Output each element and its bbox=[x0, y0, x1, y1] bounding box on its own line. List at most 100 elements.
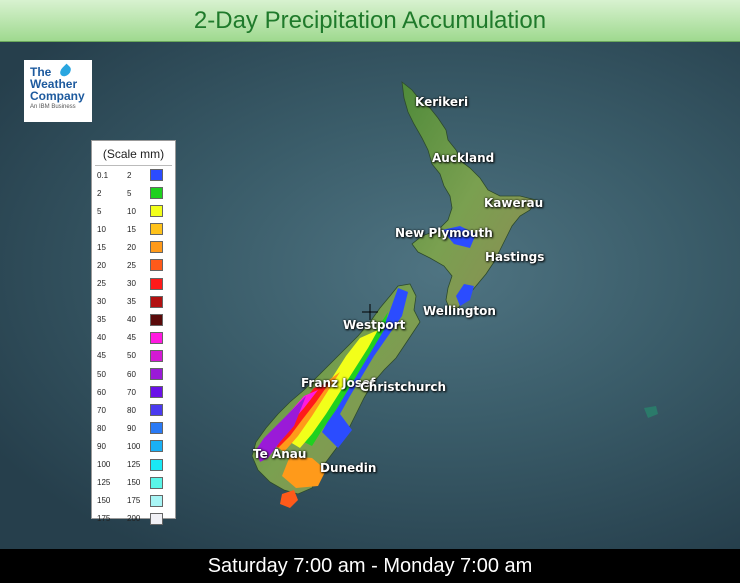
legend-range-from: 125 bbox=[97, 478, 111, 488]
legend-range-to: 90 bbox=[127, 423, 136, 433]
city-label-auckland: Auckland bbox=[432, 151, 495, 165]
city-label-franz-josef: Franz Josef bbox=[301, 376, 376, 390]
legend-row: 40 45 bbox=[95, 329, 172, 347]
legend-row: 100 125 bbox=[95, 456, 172, 474]
legend-range-from: 60 bbox=[97, 387, 106, 397]
legend-range-from: 15 bbox=[97, 242, 106, 252]
legend-row: 20 25 bbox=[95, 256, 172, 274]
legend-row: 150 175 bbox=[95, 492, 172, 510]
chatham-islands bbox=[644, 406, 658, 418]
crosshair-icon bbox=[362, 304, 378, 320]
legend-range-from: 30 bbox=[97, 297, 106, 307]
legend-color-swatch bbox=[150, 169, 163, 181]
legend-color-swatch bbox=[150, 349, 163, 362]
legend-range-from: 150 bbox=[97, 496, 111, 506]
legend-row: 10 15 bbox=[95, 220, 172, 238]
legend-color-swatch bbox=[150, 259, 163, 272]
legend-row: 25 30 bbox=[95, 275, 172, 293]
legend-range-from: 80 bbox=[97, 423, 106, 433]
precip-yellow bbox=[290, 330, 378, 448]
legend-range-from: 70 bbox=[97, 405, 106, 415]
legend-range-from: 0.1 bbox=[97, 170, 109, 180]
stewart-island bbox=[280, 490, 298, 508]
precip-new-plymouth bbox=[442, 226, 476, 248]
city-label-hastings: Hastings bbox=[485, 250, 545, 264]
legend-range-from: 25 bbox=[97, 279, 106, 289]
legend-range-from: 50 bbox=[97, 369, 106, 379]
legend-color-swatch bbox=[150, 295, 163, 308]
legend-color-swatch bbox=[150, 458, 163, 471]
legend-range-to: 20 bbox=[127, 242, 136, 252]
legend-range-to: 45 bbox=[127, 333, 136, 343]
legend-color-swatch bbox=[150, 476, 163, 489]
legend-range-from: 45 bbox=[97, 351, 106, 361]
legend-range-to: 125 bbox=[127, 460, 141, 470]
precip-wellington bbox=[456, 284, 474, 306]
legend-row: 80 90 bbox=[95, 419, 172, 437]
legend-range-from: 40 bbox=[97, 333, 106, 343]
legend-title: (Scale mm) bbox=[102, 147, 165, 161]
legend-range-to: 5 bbox=[127, 188, 132, 198]
legend-color-swatch bbox=[150, 422, 163, 435]
legend-color-swatch bbox=[150, 187, 163, 200]
legend-range-to: 15 bbox=[127, 224, 136, 234]
legend-row: 50 60 bbox=[95, 365, 172, 383]
legend-color-swatch bbox=[150, 313, 163, 326]
legend-range-to: 50 bbox=[127, 351, 136, 361]
legend-row: 30 35 bbox=[95, 293, 172, 311]
legend-rows: 0.1 2 2 5 5 10 10 15 15 20 20 25 25 30 30 35 35 40 40 45 45 5… bbox=[95, 165, 172, 528]
legend-row: 15 20 bbox=[95, 238, 172, 256]
legend-range-to: 150 bbox=[127, 478, 141, 488]
legend-row: 5 10 bbox=[95, 202, 172, 220]
legend-range-to: 30 bbox=[127, 279, 136, 289]
legend-range-to: 80 bbox=[127, 405, 136, 415]
weather-company-logo: The Weather Company An IBM Business bbox=[24, 60, 92, 122]
legend-color-swatch bbox=[150, 386, 163, 399]
city-label-new-plymouth: New Plymouth bbox=[395, 226, 493, 240]
legend-range-from: 2 bbox=[97, 188, 102, 198]
legend-range-from: 5 bbox=[97, 206, 102, 216]
legend-range-from: 10 bbox=[97, 224, 106, 234]
city-label-dunedin: Dunedin bbox=[320, 461, 377, 475]
legend-color-swatch bbox=[150, 494, 163, 507]
precip-blue bbox=[322, 288, 408, 448]
legend-range-to: 2 bbox=[127, 170, 132, 180]
legend-range-to: 200 bbox=[127, 514, 141, 524]
legend-color-swatch bbox=[150, 241, 163, 254]
legend-color-swatch bbox=[150, 331, 163, 344]
city-label-te-anau: Te Anau bbox=[253, 447, 307, 461]
legend-row: 125 150 bbox=[95, 474, 172, 492]
legend-row: 45 50 bbox=[95, 347, 172, 365]
legend-color-swatch bbox=[150, 205, 163, 218]
city-label-christchurch: Christchurch bbox=[360, 380, 447, 394]
legend-row: 0.1 2 bbox=[95, 166, 172, 184]
page-title: 2-Day Precipitation Accumulation bbox=[193, 6, 547, 34]
time-range-label: Saturday 7:00 am - Monday 7:00 am bbox=[207, 554, 533, 577]
legend-range-from: 35 bbox=[97, 315, 106, 325]
legend-color-swatch bbox=[150, 368, 163, 381]
legend-range-to: 35 bbox=[127, 297, 136, 307]
legend-color-swatch bbox=[150, 223, 163, 236]
precip-orange bbox=[276, 372, 340, 488]
legend-row: 35 40 bbox=[95, 311, 172, 329]
legend-color-swatch bbox=[150, 404, 163, 417]
legend-row: 175 200 bbox=[95, 510, 172, 528]
legend-row: 70 80 bbox=[95, 401, 172, 419]
city-label-westport: Westport bbox=[343, 318, 406, 332]
legend-color-swatch bbox=[150, 277, 163, 290]
legend-color-swatch bbox=[150, 440, 163, 453]
time-range-bar: Saturday 7:00 am - Monday 7:00 am bbox=[0, 549, 740, 583]
legend-range-from: 175 bbox=[97, 514, 111, 524]
legend-row: 90 100 bbox=[95, 437, 172, 455]
legend-range-to: 175 bbox=[127, 496, 141, 506]
legend-range-to: 70 bbox=[127, 387, 136, 397]
city-label-kerikeri: Kerikeri bbox=[415, 95, 469, 109]
title-bar: 2-Day Precipitation Accumulation bbox=[0, 0, 740, 42]
legend-range-from: 20 bbox=[97, 261, 106, 271]
city-label-kawerau: Kawerau bbox=[484, 196, 544, 210]
legend-row: 60 70 bbox=[95, 383, 172, 401]
legend-range-from: 100 bbox=[97, 460, 111, 470]
legend-range-to: 10 bbox=[127, 206, 136, 216]
